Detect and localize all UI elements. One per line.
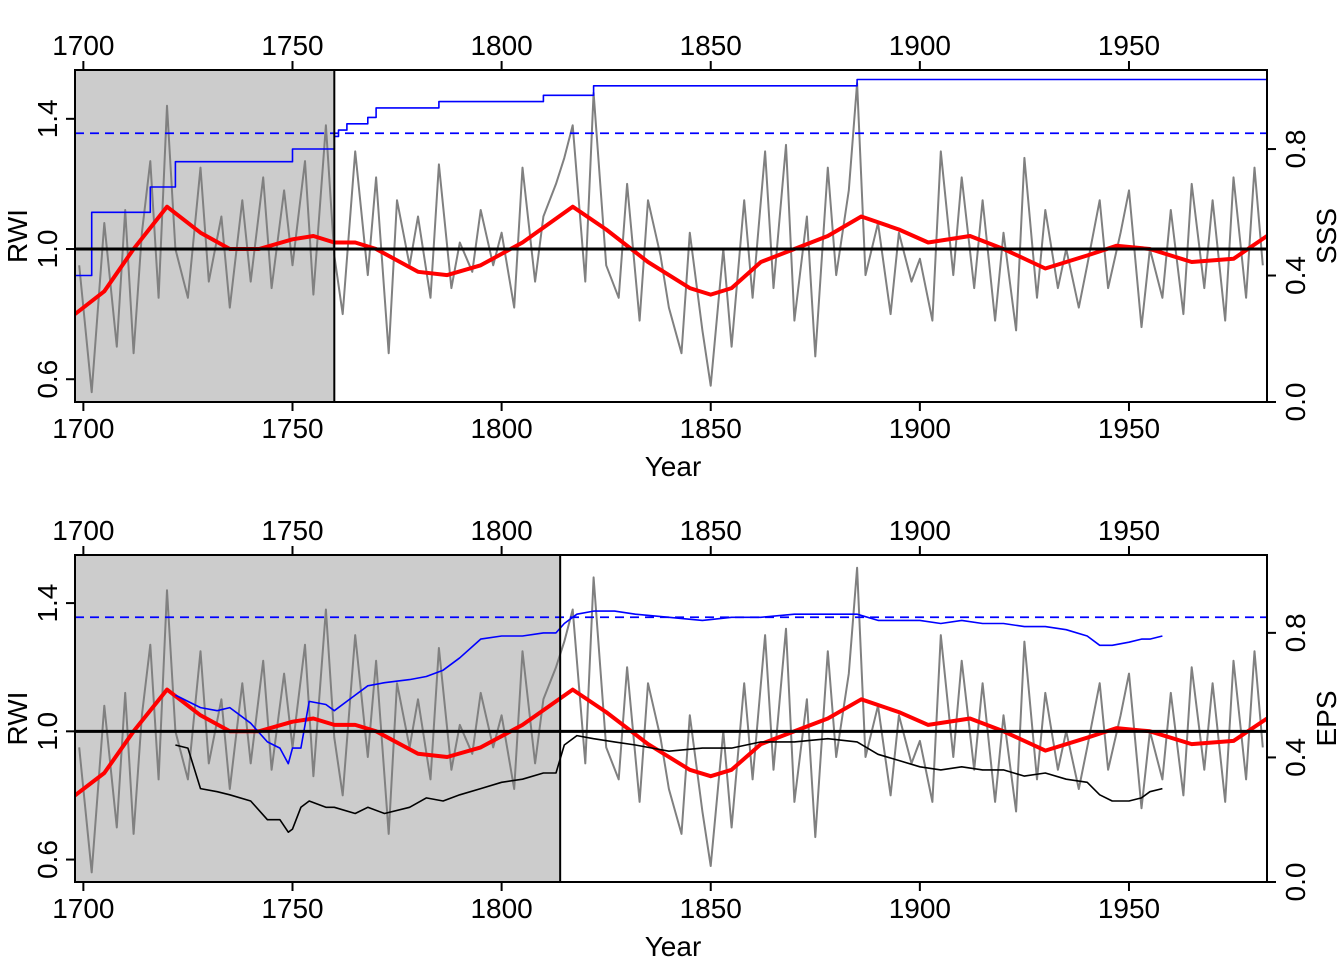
x-axis-title: Year [645, 931, 702, 960]
x-tick-label-bottom: 1700 [52, 893, 114, 924]
x-tick-label-bottom: 1950 [1098, 893, 1160, 924]
x-tick-label-top: 1850 [680, 515, 742, 546]
x-tick-label-top: 1900 [889, 515, 951, 546]
plot-area [75, 70, 1267, 402]
panel-1: 1700 1700 1750 1750 1800 1800 1850 1850 1900 1900… [2, 30, 1342, 482]
y-tick-label-right: 0.4 [1280, 256, 1311, 295]
x-tick-label-bottom: 1850 [680, 893, 742, 924]
y-axis-title-right: SSS [1311, 208, 1342, 264]
y-axis-title-left: RWI [2, 209, 33, 263]
y-tick-label-right: 0.0 [1280, 863, 1311, 902]
plot-frame [74, 69, 1268, 403]
plot-area [75, 555, 1267, 882]
x-tick-label-top: 1750 [261, 515, 323, 546]
x-tick-label-bottom: 1750 [261, 413, 323, 444]
secondary-statistic-line [175, 734, 1163, 833]
x-tick-label-bottom: 1900 [889, 893, 951, 924]
x-tick-label-bottom: 1950 [1098, 413, 1160, 444]
x-tick-label-bottom: 1900 [889, 413, 951, 444]
x-tick-label-bottom: 1800 [470, 893, 532, 924]
x-tick-label-bottom: 1750 [261, 893, 323, 924]
y-tick-label-right: 0.8 [1280, 130, 1311, 169]
y-tick-label-left: 1.0 [32, 712, 63, 751]
y-tick-label-right: 0.0 [1280, 383, 1311, 422]
plot-frame [74, 554, 1268, 883]
y-tick-label-left: 1.4 [32, 99, 63, 138]
y-tick-label-left: 1.0 [32, 230, 63, 269]
statistic-line [75, 78, 1267, 277]
x-tick-label-top: 1800 [470, 515, 532, 546]
y-tick-label-left: 0.6 [32, 840, 63, 879]
x-tick-label-top: 1700 [52, 515, 114, 546]
panel-2: 1700 1700 1750 1750 1800 1800 1850 1850 1900 1900… [2, 515, 1342, 960]
x-axis-title: Year [645, 451, 702, 482]
x-tick-label-bottom: 1850 [680, 413, 742, 444]
x-tick-label-top: 1950 [1098, 30, 1160, 61]
y-tick-label-left: 1.4 [32, 584, 63, 623]
y-axis-title-right: EPS [1311, 690, 1342, 746]
statistic-line [175, 610, 1163, 765]
x-tick-label-top: 1800 [470, 30, 532, 61]
x-tick-label-top: 1900 [889, 30, 951, 61]
x-tick-label-top: 1850 [680, 30, 742, 61]
y-tick-label-right: 0.8 [1280, 613, 1311, 652]
y-tick-label-right: 0.4 [1280, 738, 1311, 777]
y-tick-label-left: 0.6 [32, 360, 63, 399]
x-tick-label-top: 1750 [261, 30, 323, 61]
x-tick-label-top: 1700 [52, 30, 114, 61]
x-tick-label-bottom: 1800 [470, 413, 532, 444]
y-axis-title-left: RWI [2, 692, 33, 746]
x-tick-label-top: 1950 [1098, 515, 1160, 546]
x-tick-label-bottom: 1700 [52, 413, 114, 444]
